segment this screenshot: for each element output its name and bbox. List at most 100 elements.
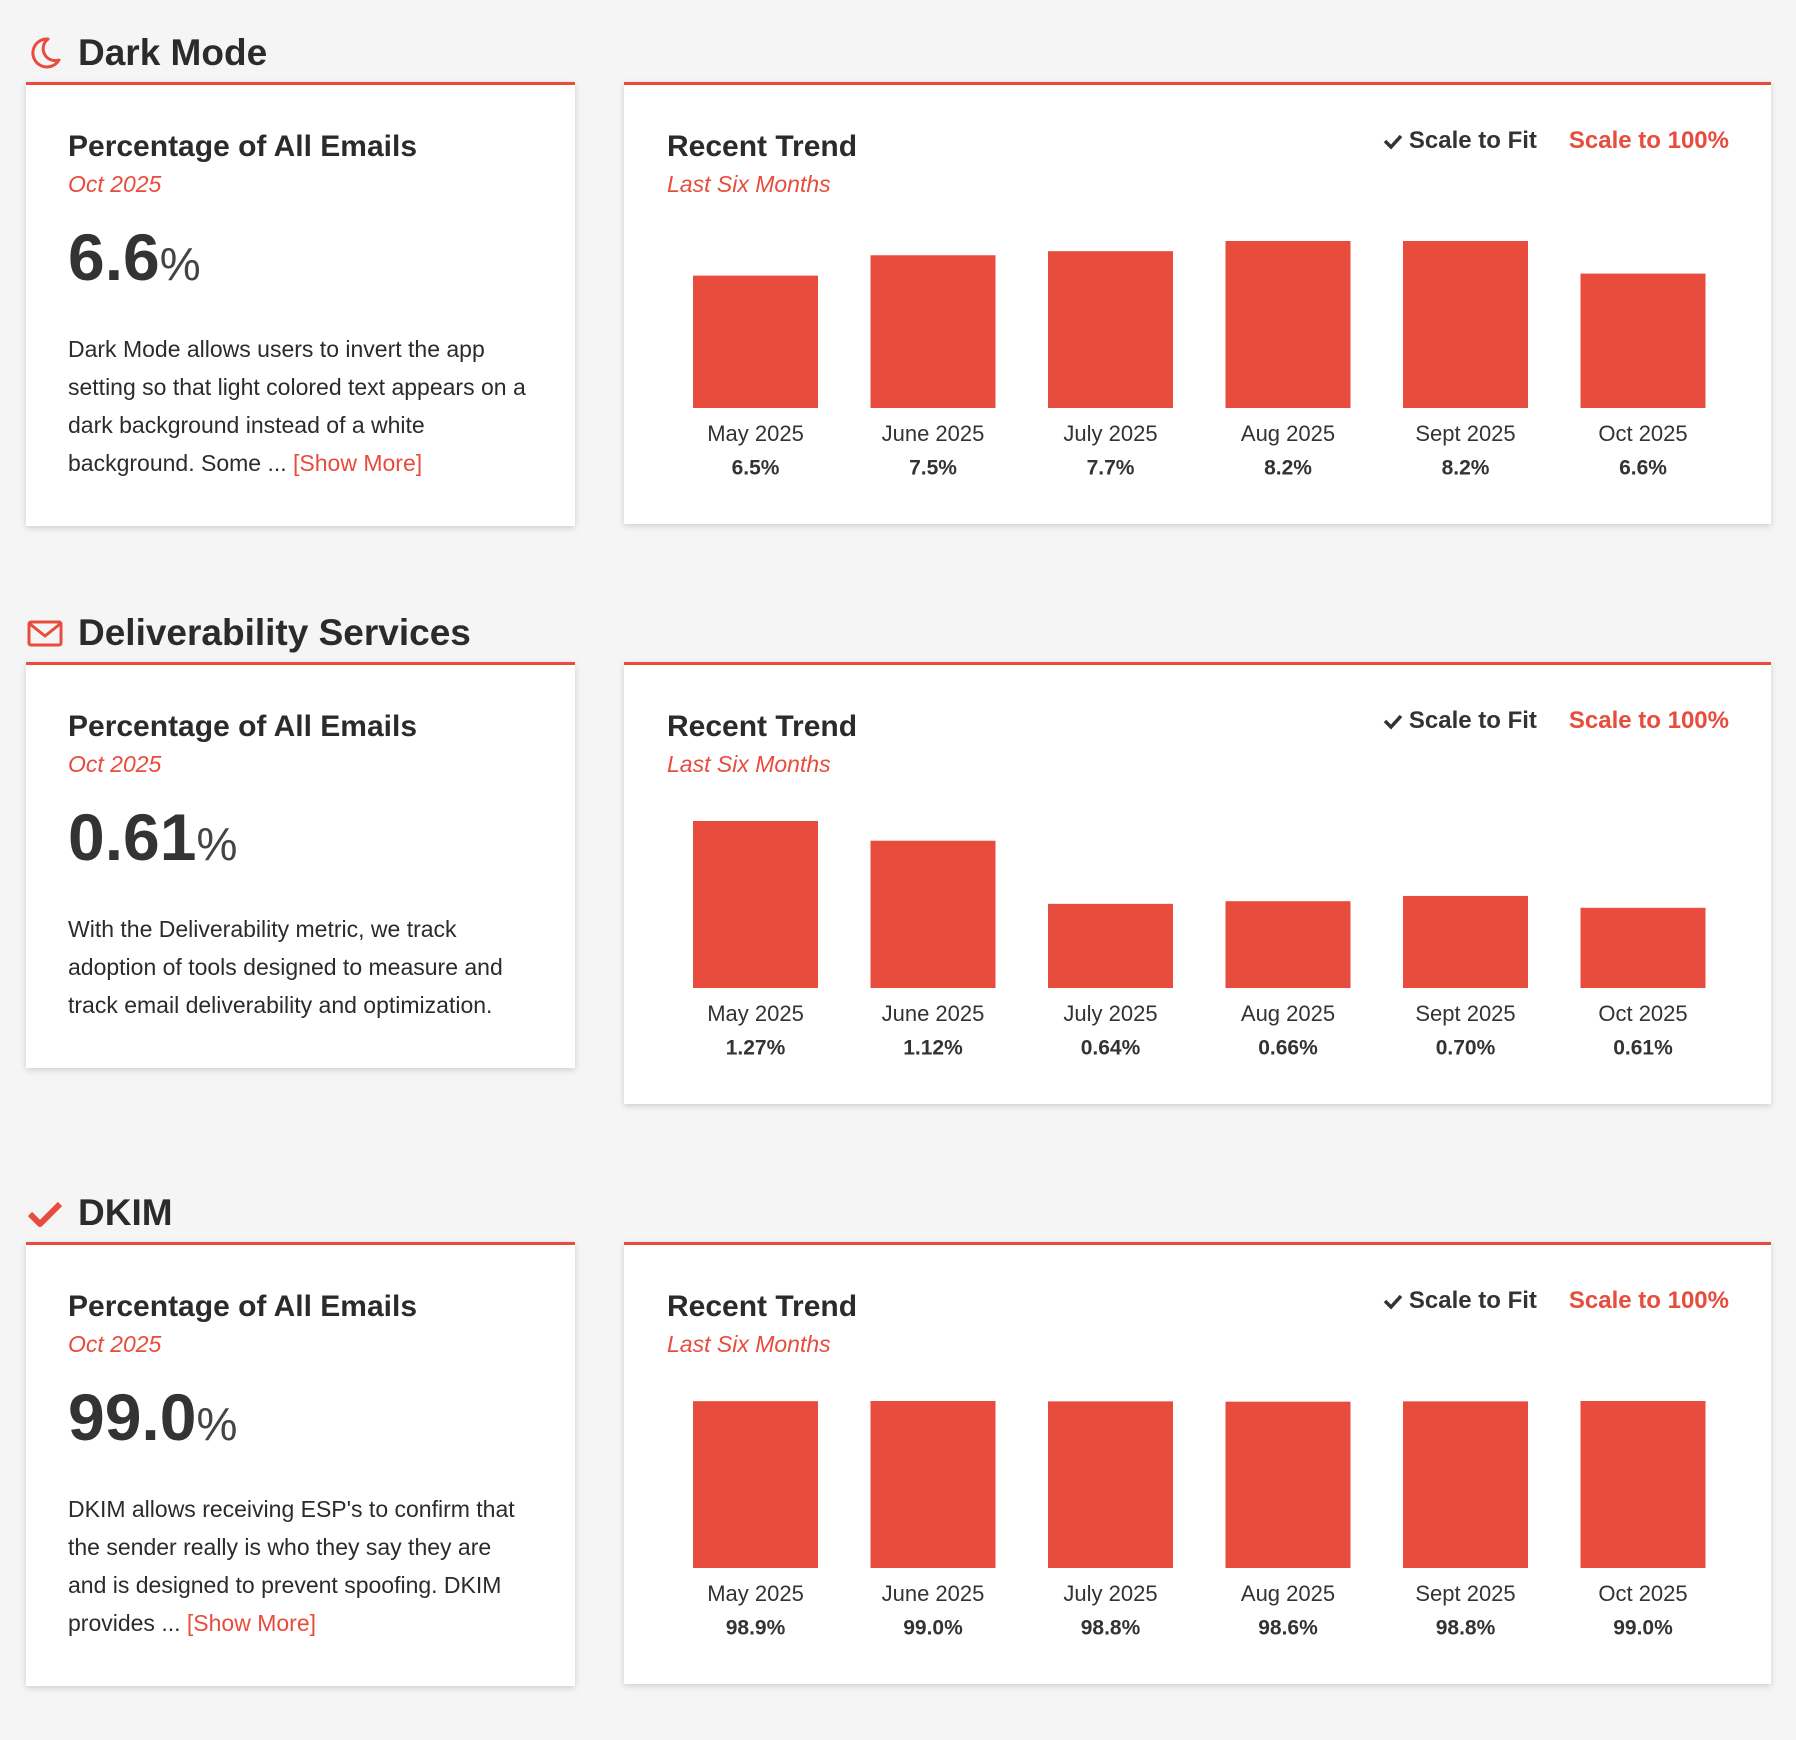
bar: [693, 275, 818, 408]
value-label: 6.5%: [732, 457, 780, 480]
trend-subtitle: Last Six Months: [667, 751, 831, 777]
x-tick-label: May 2025: [707, 1001, 804, 1026]
section: DKIM Percentage of All Emails Oct 2025 99.0…: [26, 1160, 1771, 1740]
summary-card: Percentage of All Emails Oct 2025 99.0% DKI…: [26, 1242, 575, 1686]
bar: [870, 840, 996, 988]
check-icon: [1383, 1294, 1403, 1310]
value-label: 7.7%: [1087, 457, 1135, 480]
bar: [1580, 273, 1706, 408]
scale-to-100-button[interactable]: Scale to 100%: [1568, 1287, 1729, 1314]
value-label: 98.9%: [726, 1617, 786, 1640]
bar: [1403, 895, 1528, 988]
x-tick-label: Aug 2025: [1241, 1581, 1335, 1606]
description: DKIM allows receiving ESP's to confirm t…: [68, 1490, 533, 1642]
value-label: 8.2%: [1442, 457, 1490, 480]
value-label: 98.8%: [1081, 1617, 1141, 1640]
x-tick-label: July 2025: [1063, 1581, 1157, 1606]
bar: [1580, 907, 1706, 988]
bar: [1048, 251, 1173, 408]
value-label: 0.61%: [1613, 1037, 1673, 1060]
card-period: Oct 2025: [68, 1331, 162, 1357]
metric-number: 99.0: [68, 1380, 197, 1454]
section: Deliverability Services Percentage of All…: [26, 580, 1771, 1160]
x-tick-label: May 2025: [707, 421, 804, 446]
scale-to-fit-button[interactable]: Scale to Fit: [1383, 127, 1537, 155]
show-more-link[interactable]: [Show More]: [186, 1610, 316, 1636]
metric-number: 0.61: [68, 800, 197, 874]
bar: [870, 1401, 996, 1568]
metric-value: 0.61%: [68, 797, 533, 896]
scale-toggles: Scale to Fit Scale to 100%: [1383, 127, 1729, 155]
summary-card: Percentage of All Emails Oct 2025 0.61% Wit…: [26, 662, 575, 1068]
x-tick-label: June 2025: [882, 421, 985, 446]
check-icon: [1383, 714, 1403, 730]
x-tick-label: Aug 2025: [1241, 1001, 1335, 1026]
value-label: 0.70%: [1436, 1037, 1496, 1060]
trend-subtitle: Last Six Months: [667, 1331, 831, 1357]
summary-card: Percentage of All Emails Oct 2025 6.6% Dark…: [26, 82, 575, 526]
section-header: Deliverability Services: [26, 608, 471, 658]
trend-subtitle: Last Six Months: [667, 171, 831, 197]
x-tick-label: Sept 2025: [1415, 1581, 1515, 1606]
envelope-icon: [27, 620, 63, 647]
value-label: 98.8%: [1436, 1617, 1496, 1640]
check-icon: [1383, 134, 1403, 150]
trend-card: May 2025 98.9% June 2025 99.0% July 2025 98.8…: [624, 1242, 1771, 1684]
scale-to-fit-label: Scale to Fit: [1408, 707, 1537, 734]
trend-title: Recent Trend: [667, 1290, 858, 1323]
section-header: DKIM: [26, 1188, 173, 1238]
section-header: Dark Mode: [26, 28, 267, 78]
trend-title: Recent Trend: [667, 710, 858, 743]
description-text: DKIM allows receiving ESP's to confirm t…: [68, 1496, 515, 1636]
trend-card: May 2025 6.5% June 2025 7.5% July 2025 7.7% Au…: [624, 82, 1771, 524]
x-tick-label: Sept 2025: [1415, 1001, 1515, 1026]
scale-to-fit-button[interactable]: Scale to Fit: [1383, 1287, 1537, 1315]
value-label: 99.0%: [1613, 1617, 1673, 1640]
page: Dark Mode Percentage of All Emails Oct 202…: [26, 0, 1771, 1640]
x-tick-label: July 2025: [1063, 1001, 1157, 1026]
bar: [1403, 1401, 1528, 1568]
bar-chart: May 2025 98.9% June 2025 99.0% July 2025 98.8…: [693, 1401, 1706, 1640]
description-text: With the Deliverability metric, we track…: [68, 916, 503, 1018]
value-label: 6.6%: [1619, 457, 1667, 480]
section-title: Dark Mode: [78, 32, 268, 73]
x-tick-label: Aug 2025: [1241, 421, 1335, 446]
metric-unit: %: [159, 238, 201, 290]
card-heading: Percentage of All Emails: [68, 710, 418, 743]
scale-to-100-button[interactable]: Scale to 100%: [1568, 127, 1729, 154]
value-label: 7.5%: [909, 457, 957, 480]
description-text: Dark Mode allows users to invert the app…: [68, 336, 526, 476]
metric-number: 6.6: [68, 220, 160, 294]
trend-title: Recent Trend: [667, 130, 858, 163]
bar: [1048, 1401, 1173, 1568]
bar-chart: May 2025 6.5% June 2025 7.5% July 2025 7.7% Au…: [693, 241, 1706, 480]
card-heading: Percentage of All Emails: [68, 1290, 418, 1323]
bar: [1225, 241, 1351, 408]
section: Dark Mode Percentage of All Emails Oct 202…: [26, 0, 1771, 580]
x-tick-label: July 2025: [1063, 421, 1157, 446]
x-tick-label: Sept 2025: [1415, 421, 1515, 446]
show-more-link[interactable]: [Show More]: [293, 450, 423, 476]
check-icon: [27, 1201, 63, 1227]
scale-to-fit-button[interactable]: Scale to Fit: [1383, 707, 1537, 735]
scale-to-fit-label: Scale to Fit: [1408, 1287, 1537, 1314]
x-tick-label: Oct 2025: [1598, 1581, 1687, 1606]
x-tick-label: Oct 2025: [1598, 1001, 1687, 1026]
scale-toggles: Scale to Fit Scale to 100%: [1383, 707, 1729, 735]
trend-card: May 2025 1.27% June 2025 1.12% July 2025 0.64…: [624, 662, 1771, 1104]
scale-to-100-button[interactable]: Scale to 100%: [1568, 707, 1729, 734]
x-tick-label: Oct 2025: [1598, 421, 1687, 446]
bar: [693, 1401, 818, 1568]
card-heading: Percentage of All Emails: [68, 130, 418, 163]
metric-unit: %: [196, 818, 238, 870]
x-tick-label: May 2025: [707, 1581, 804, 1606]
bar-chart: May 2025 1.27% June 2025 1.12% July 2025 0.64…: [693, 821, 1706, 1060]
bar: [1225, 901, 1351, 988]
moon-icon: [31, 37, 61, 69]
value-label: 0.66%: [1258, 1037, 1318, 1060]
value-label: 1.12%: [903, 1037, 963, 1060]
bar: [1580, 1401, 1706, 1568]
x-tick-label: June 2025: [882, 1581, 985, 1606]
trend-header: Recent Trend Last Six Months: [667, 1289, 857, 1359]
bar: [1403, 241, 1528, 408]
